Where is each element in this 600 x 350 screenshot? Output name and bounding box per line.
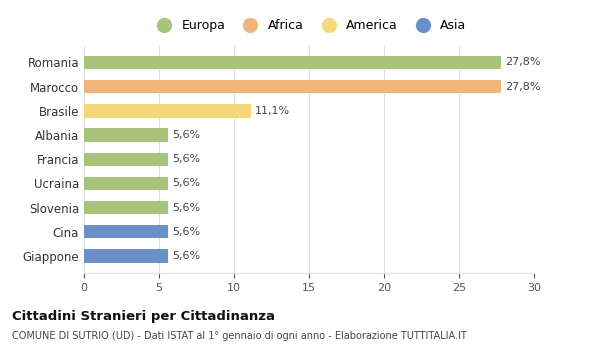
- Bar: [84, 80, 501, 93]
- Text: 5,6%: 5,6%: [173, 203, 200, 213]
- Bar: [84, 225, 168, 238]
- Text: 5,6%: 5,6%: [173, 130, 200, 140]
- Text: 5,6%: 5,6%: [173, 227, 200, 237]
- Text: 11,1%: 11,1%: [255, 106, 290, 116]
- Text: COMUNE DI SUTRIO (UD) - Dati ISTAT al 1° gennaio di ogni anno - Elaborazione TUT: COMUNE DI SUTRIO (UD) - Dati ISTAT al 1°…: [12, 331, 467, 341]
- Legend: Europa, Africa, America, Asia: Europa, Africa, America, Asia: [148, 15, 470, 36]
- Text: 5,6%: 5,6%: [173, 251, 200, 261]
- Bar: [84, 56, 501, 69]
- Text: 27,8%: 27,8%: [505, 82, 541, 92]
- Text: 5,6%: 5,6%: [173, 154, 200, 164]
- Text: 27,8%: 27,8%: [505, 57, 541, 68]
- Text: 5,6%: 5,6%: [173, 178, 200, 188]
- Bar: [84, 249, 168, 262]
- Bar: [84, 104, 251, 118]
- Bar: [84, 177, 168, 190]
- Bar: [84, 128, 168, 142]
- Text: Cittadini Stranieri per Cittadinanza: Cittadini Stranieri per Cittadinanza: [12, 310, 275, 323]
- Bar: [84, 153, 168, 166]
- Bar: [84, 201, 168, 214]
